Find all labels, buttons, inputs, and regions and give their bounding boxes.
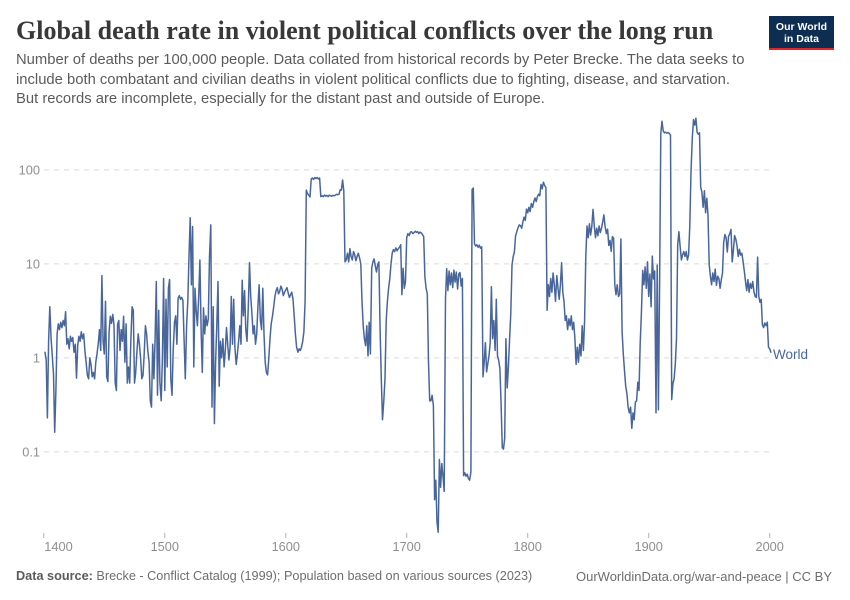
svg-text:100: 100 — [19, 162, 40, 177]
svg-text:1500: 1500 — [151, 539, 179, 554]
svg-text:2000: 2000 — [755, 539, 783, 554]
svg-text:1800: 1800 — [513, 539, 541, 554]
svg-text:1700: 1700 — [392, 539, 420, 554]
svg-text:1900: 1900 — [634, 539, 662, 554]
svg-text:1600: 1600 — [272, 539, 300, 554]
svg-text:1400: 1400 — [44, 539, 72, 554]
svg-text:0.1: 0.1 — [22, 444, 40, 459]
svg-text:10: 10 — [26, 256, 40, 271]
svg-text:1: 1 — [33, 350, 40, 365]
